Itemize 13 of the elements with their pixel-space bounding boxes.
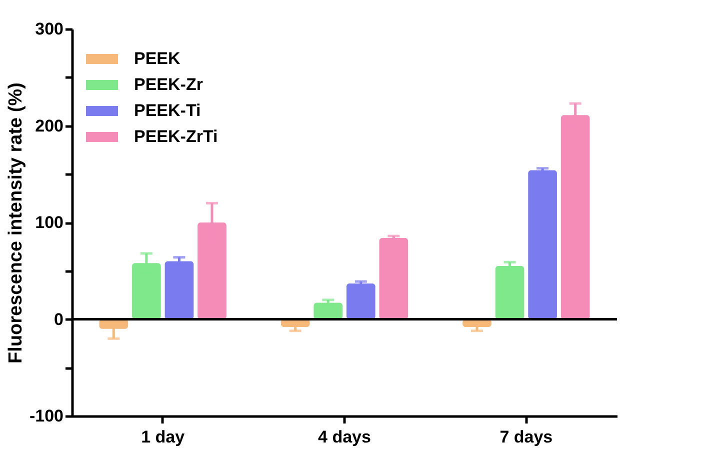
legend-label: PEEK-Ti <box>134 101 201 120</box>
x-tick-label: 1 day <box>141 428 186 446</box>
y-tick-label: 0 <box>54 310 64 329</box>
y-axis-title: Fluorescence intensity rate (%) <box>5 82 26 364</box>
y-tick-label: 200 <box>35 116 64 136</box>
x-tick-label: 7 days <box>500 428 553 446</box>
legend-label: PEEK-Zr <box>134 75 204 94</box>
y-tick-label: -100 <box>29 406 64 426</box>
legend-label: PEEK <box>134 49 182 68</box>
x-tick-label: 4 days <box>318 428 371 446</box>
legend-label: PEEK-ZrTi <box>134 127 218 146</box>
y-tick-label: 100 <box>35 213 64 232</box>
y-tick-label: 300 <box>35 20 64 38</box>
